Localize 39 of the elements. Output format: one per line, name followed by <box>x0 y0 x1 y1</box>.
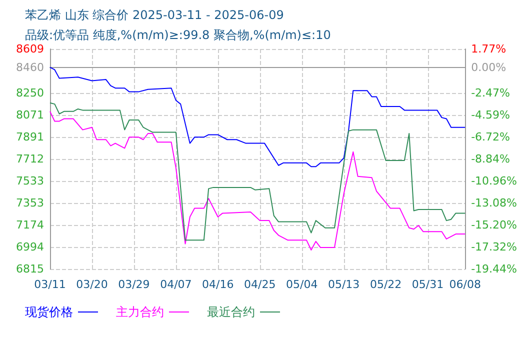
y2-tick-label: -10.96% <box>471 174 518 188</box>
y-tick-label: 8250 <box>16 86 44 100</box>
y2-tick-label: -6.72% <box>471 130 510 144</box>
y-tick-label: 6815 <box>16 262 44 276</box>
y2-tick-label: 0.00% <box>471 60 506 74</box>
legend-label: 最近合约 <box>207 305 255 319</box>
y-tick-label: 7712 <box>16 152 44 166</box>
chart-subtitle: 品级:优等品 纯度,%(m/m)≥:99.8 聚合物,%(m/m)≤:10 <box>25 28 331 42</box>
y-tick-label: 7533 <box>16 174 44 188</box>
line-series <box>50 66 466 168</box>
legend-label: 现货价格 <box>25 305 73 319</box>
y-tick-label: 7891 <box>16 130 44 144</box>
x-tick-label: 04/07 <box>160 278 192 291</box>
y2-tick-label: -13.08% <box>471 196 518 210</box>
y2-tick-label: -2.47% <box>471 86 510 100</box>
y-tick-label: 8071 <box>16 108 44 122</box>
y-tick-label: 8460 <box>16 60 44 74</box>
x-tick-label: 05/04 <box>286 278 318 291</box>
x-tick-label: 04/25 <box>244 278 276 291</box>
y-tick-label: 7174 <box>16 218 44 232</box>
y2-tick-label: -17.32% <box>471 240 518 254</box>
y-tick-label: 8609 <box>16 42 44 56</box>
y2-tick-label: 1.77% <box>471 42 506 56</box>
chart-title: 苯乙烯 山东 综合价 2025-03-11 - 2025-06-09 <box>25 8 284 22</box>
y2-tick-label: -15.20% <box>471 218 518 232</box>
y2-tick-label: -4.59% <box>471 108 510 122</box>
x-tick-label: 05/13 <box>328 278 360 291</box>
x-tick-label: 04/16 <box>202 278 234 291</box>
x-tick-label: 03/29 <box>118 278 150 291</box>
x-tick-label: 05/22 <box>370 278 402 291</box>
x-tick-label: 05/31 <box>412 278 444 291</box>
y-tick-label: 6994 <box>16 240 44 254</box>
x-tick-label: 03/20 <box>76 278 108 291</box>
y2-tick-label: -8.84% <box>471 152 510 166</box>
x-tick-label: 03/11 <box>34 278 66 291</box>
x-tick-label: 06/08 <box>449 278 481 291</box>
legend-label: 主力合约 <box>116 305 164 319</box>
y2-tick-label: -19.44% <box>471 262 518 276</box>
y-tick-label: 7353 <box>16 196 44 210</box>
